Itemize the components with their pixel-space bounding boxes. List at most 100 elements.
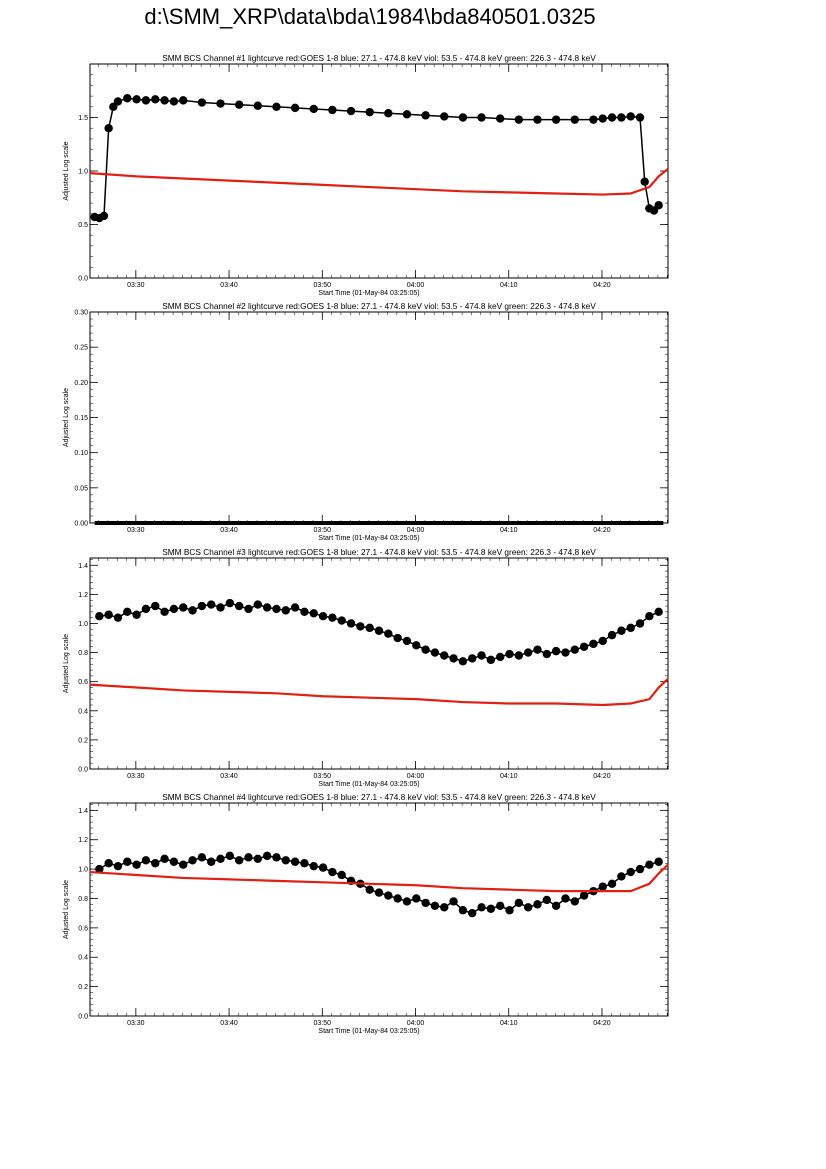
x-tick-label: 04:10 xyxy=(500,282,518,289)
data-point xyxy=(635,619,645,628)
data-point xyxy=(141,856,151,865)
data-point xyxy=(617,626,626,635)
data-point xyxy=(607,113,617,122)
data-point xyxy=(458,113,468,122)
y-axis-label: Adjusted Log scale xyxy=(63,880,70,939)
x-tick-label: 03:30 xyxy=(127,773,145,780)
x-tick-label: 04:20 xyxy=(593,282,611,289)
y-tick-label: 0.25 xyxy=(74,345,88,352)
data-point xyxy=(253,854,263,864)
y-tick-label: 1.0 xyxy=(78,169,88,176)
data-point xyxy=(234,601,244,611)
data-point xyxy=(533,900,542,909)
chart-title: SMM BCS Channel #1 lightcurve red:GOES 1… xyxy=(162,53,596,63)
data-point xyxy=(160,96,169,105)
data-point xyxy=(272,604,281,614)
data-point xyxy=(141,96,151,105)
data-point xyxy=(290,103,300,113)
data-point xyxy=(179,96,188,105)
x-axis-label: Start Time (01-May-84 03:25:05) xyxy=(318,1028,419,1035)
data-point xyxy=(365,623,374,633)
data-point xyxy=(384,109,393,118)
data-point xyxy=(626,867,635,877)
plot-frame xyxy=(89,802,669,1017)
data-point xyxy=(188,606,197,615)
data-point xyxy=(430,901,440,911)
data-point xyxy=(281,856,290,865)
data-point xyxy=(598,882,607,891)
data-point xyxy=(607,879,617,888)
data-point xyxy=(421,111,430,120)
data-point xyxy=(160,854,169,864)
data-point xyxy=(421,898,430,908)
data-point xyxy=(104,610,113,619)
data-point xyxy=(197,98,207,107)
data-point xyxy=(561,648,570,657)
data-point xyxy=(262,603,272,612)
y-tick-label: 1.0 xyxy=(78,867,88,874)
data-point xyxy=(654,607,663,617)
y-tick-label: 0.6 xyxy=(78,679,88,686)
x-tick-label: 04:20 xyxy=(593,527,611,534)
x-tick-label: 03:50 xyxy=(314,282,332,289)
chart-title: SMM BCS Channel #4 lightcurve red:GOES 1… xyxy=(162,792,596,802)
data-point xyxy=(542,895,552,905)
data-point xyxy=(253,101,263,110)
data-point xyxy=(617,872,626,881)
data-point xyxy=(309,861,318,871)
data-point xyxy=(356,622,365,631)
chart-panel-2: SMM BCS Channel #2 lightcurve red:GOES 1… xyxy=(63,301,669,542)
data-point xyxy=(290,603,300,612)
y-axis-label: Adjusted Log scale xyxy=(63,634,70,693)
goes-series-line xyxy=(89,677,669,707)
data-point xyxy=(300,859,309,868)
data-point xyxy=(589,115,598,124)
data-point xyxy=(95,864,104,874)
data-point xyxy=(216,99,225,108)
x-tick-label: 04:00 xyxy=(407,773,425,780)
data-point xyxy=(384,629,393,638)
data-point xyxy=(346,106,356,116)
y-tick-label: 0.8 xyxy=(78,896,88,903)
data-point xyxy=(533,115,542,124)
y-tick-label: 0.10 xyxy=(74,450,88,457)
goes-series-line xyxy=(89,168,669,196)
data-point xyxy=(598,114,607,123)
chart-title: SMM BCS Channel #2 lightcurve red:GOES 1… xyxy=(162,301,596,311)
data-point xyxy=(495,901,505,911)
x-tick-label: 04:10 xyxy=(500,527,518,534)
data-point xyxy=(225,598,235,608)
data-point xyxy=(402,897,412,906)
data-point xyxy=(458,906,468,915)
page-title: d:\SMM_XRP\data\bda\1984\bda840501.0325 xyxy=(144,4,596,29)
data-point xyxy=(449,654,458,663)
data-point xyxy=(374,888,384,897)
data-point xyxy=(123,607,132,617)
x-tick-label: 03:50 xyxy=(314,773,332,780)
data-point xyxy=(458,657,468,666)
x-tick-label: 04:10 xyxy=(500,1020,518,1027)
data-point xyxy=(123,857,132,866)
data-point xyxy=(449,897,458,906)
data-point xyxy=(300,607,309,617)
data-point xyxy=(477,651,486,660)
data-point xyxy=(486,904,496,913)
y-tick-label: 0.2 xyxy=(78,984,88,991)
data-point xyxy=(365,107,374,117)
data-point xyxy=(542,649,552,659)
data-point xyxy=(179,603,188,612)
data-point xyxy=(402,636,412,646)
data-point xyxy=(309,104,318,114)
data-point xyxy=(495,114,505,123)
data-point xyxy=(216,854,225,864)
data-point xyxy=(570,897,579,906)
data-point xyxy=(206,600,216,609)
x-tick-label: 03:40 xyxy=(220,773,238,780)
x-axis-label: Start Time (01-May-84 03:25:05) xyxy=(318,781,419,788)
x-axis-label: Start Time (01-May-84 03:25:05) xyxy=(318,535,419,542)
data-point xyxy=(99,211,109,221)
data-point xyxy=(253,600,263,609)
x-tick-label: 03:30 xyxy=(127,1020,145,1027)
data-point xyxy=(412,894,421,903)
data-point xyxy=(374,626,384,635)
